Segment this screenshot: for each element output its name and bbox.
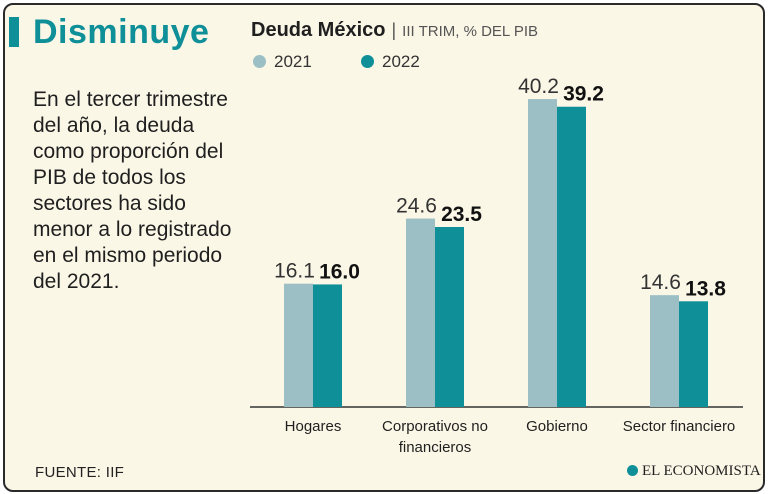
data-label-2021-0: 16.1 bbox=[274, 260, 315, 283]
title-separator: | bbox=[391, 20, 397, 40]
category-label-0: Hogares bbox=[285, 418, 342, 435]
data-label-2022-3: 13.8 bbox=[685, 277, 726, 300]
bar-2021-1 bbox=[406, 218, 435, 407]
infographic-card: Disminuye En el tercer trimestre del año… bbox=[3, 3, 765, 492]
data-label-2021-1: 24.6 bbox=[396, 195, 437, 218]
bar-2021-2 bbox=[528, 99, 557, 408]
category-label-2: Gobierno bbox=[526, 418, 588, 435]
bar-2022-3 bbox=[679, 301, 708, 407]
data-label-2022-2: 39.2 bbox=[563, 83, 604, 106]
legend-dot-2021-icon bbox=[253, 55, 266, 68]
bar-2021-0 bbox=[284, 283, 313, 407]
legend-label-2022: 2022 bbox=[382, 52, 420, 71]
logo-text: EL ECONOMISTA bbox=[642, 463, 761, 479]
bar-2022-0 bbox=[313, 284, 342, 407]
chart-title: Deuda México bbox=[251, 19, 386, 41]
legend-item-2022: 2022 bbox=[361, 52, 420, 72]
chart-title-row: Deuda México | III TRIM, % DEL PIB bbox=[251, 19, 538, 42]
headline-accent-bar bbox=[9, 17, 19, 47]
body-text: En el tercer trimestre del año, la deuda… bbox=[33, 88, 232, 293]
category-label-3: Sector financiero bbox=[623, 418, 736, 435]
bar-2022-2 bbox=[557, 106, 586, 407]
bar-2022-1 bbox=[435, 226, 464, 407]
bar-2021-3 bbox=[650, 295, 679, 407]
legend-label-2021: 2021 bbox=[274, 52, 312, 71]
source-note: FUENTE: IIF bbox=[35, 464, 125, 481]
data-label-2021-3: 14.6 bbox=[640, 271, 681, 294]
data-label-2022-0: 16.0 bbox=[319, 260, 360, 283]
bar-chart: 16.1 16.0 Hogares 24.6 23.5 Corporativos no fi… bbox=[250, 75, 743, 456]
category-label-1: Corporativos no financieros bbox=[382, 418, 488, 456]
data-label-2022-1: 23.5 bbox=[441, 203, 482, 226]
logo-icon bbox=[627, 465, 638, 476]
legend-dot-2022-icon bbox=[361, 55, 374, 68]
legend-item-2021: 2021 bbox=[253, 52, 312, 72]
headline: Disminuye bbox=[33, 13, 210, 51]
brand-logo: EL ECONOMISTA bbox=[627, 463, 761, 480]
chart-subtitle: III TRIM, % DEL PIB bbox=[402, 23, 539, 40]
data-label-2021-2: 40.2 bbox=[518, 75, 559, 98]
